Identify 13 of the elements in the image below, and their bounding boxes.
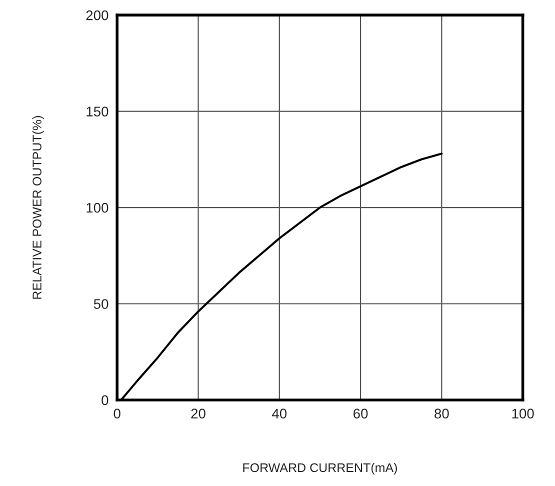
y-tick-label: 200 (86, 10, 108, 20)
x-tick-label: 20 (191, 408, 206, 419)
y-tick-label: 100 (86, 202, 108, 213)
x-tick-label: 60 (354, 408, 368, 419)
y-tick-label: 50 (94, 299, 108, 309)
x-tick-label: 40 (272, 408, 287, 419)
x-axis-title: FORWARD CURRENT(mA) (243, 462, 397, 475)
y-tick-label: 0 (102, 395, 108, 406)
y-tick-label: 150 (86, 106, 108, 116)
y-axis-title: RELATIVE POWER OUTPUT(%) (32, 116, 44, 299)
x-tick-label: 100 (512, 408, 534, 419)
x-tick-label: 80 (434, 408, 449, 419)
x-tick-label: 0 (114, 408, 120, 419)
